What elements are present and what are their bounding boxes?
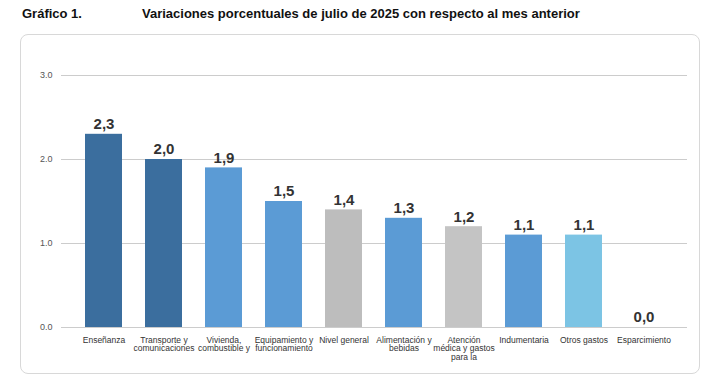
svg-text:Alimentación ybebidas: Alimentación ybebidas [376, 335, 432, 354]
svg-text:Nivel general: Nivel general [319, 335, 369, 345]
svg-text:1.0: 1.0 [40, 238, 53, 248]
svg-text:Equipamiento yfuncionamiento: Equipamiento yfuncionamiento [255, 335, 314, 354]
svg-text:3.0: 3.0 [40, 70, 53, 80]
svg-text:1,9: 1,9 [214, 149, 235, 166]
svg-text:1,3: 1,3 [394, 199, 415, 216]
html-text:Variaciones porcentuales de ju: Variaciones porcentuales de julio de 202… [142, 6, 580, 21]
svg-text:Atenciónmédica y gastospara la: Atenciónmédica y gastospara la [433, 335, 494, 362]
svg-text:Transporte ycomunicaciones: Transporte ycomunicaciones [134, 335, 195, 354]
svg-text:0,0: 0,0 [634, 308, 655, 325]
svg-text:1,1: 1,1 [514, 216, 535, 233]
svg-text:1,1: 1,1 [574, 216, 595, 233]
svg-text:2,3: 2,3 [94, 115, 115, 132]
svg-text:2.0: 2.0 [40, 154, 53, 164]
svg-text:0.0: 0.0 [40, 322, 53, 332]
svg-text:2,0: 2,0 [154, 140, 175, 157]
svg-text:Vivienda,combustible y: Vivienda,combustible y [198, 335, 251, 354]
svg-text:1,5: 1,5 [274, 182, 295, 199]
svg-text:Esparcimiento: Esparcimiento [617, 335, 671, 345]
svg-text:Otros gastos: Otros gastos [560, 335, 608, 345]
svg-text:Enseñanza: Enseñanza [83, 335, 126, 345]
html-text:Gráfico 1.: Gráfico 1. [22, 6, 82, 21]
svg-text:1,2: 1,2 [454, 208, 475, 225]
svg-text:1,4: 1,4 [334, 191, 356, 208]
svg-text:Indumentaria: Indumentaria [499, 335, 549, 345]
